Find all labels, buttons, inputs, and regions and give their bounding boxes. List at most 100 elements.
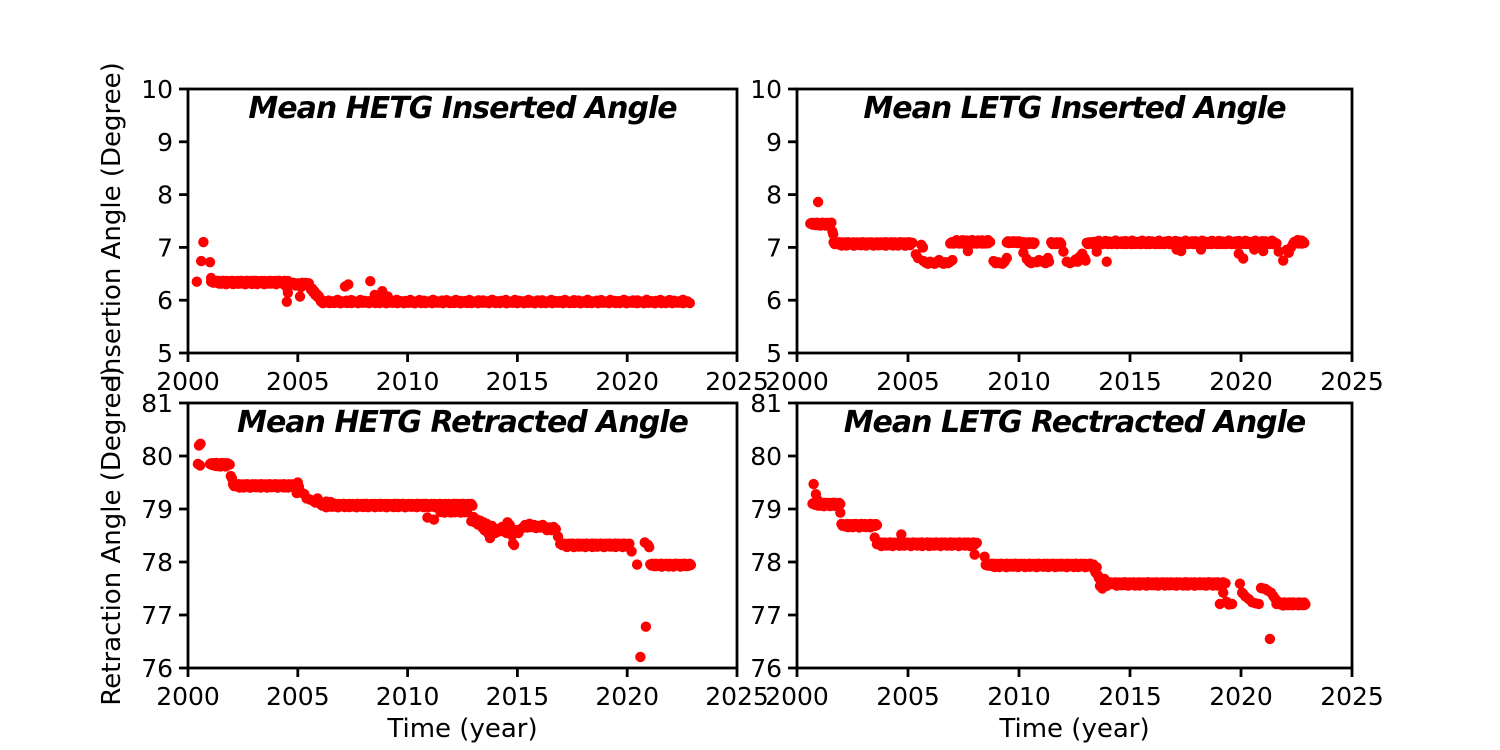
data-point <box>281 296 292 307</box>
y-tick-label: 9 <box>766 128 782 157</box>
data-point <box>282 287 294 298</box>
y-tick-label: 80 <box>750 442 782 471</box>
y-tick-label: 78 <box>750 548 782 577</box>
data-point <box>382 291 393 302</box>
y-tick-label: 5 <box>766 339 782 368</box>
data-point <box>1266 235 1278 246</box>
data-point <box>1001 252 1012 264</box>
data-point <box>812 196 824 208</box>
x-tick-label: 2005 <box>876 682 940 711</box>
y-tick-label: 79 <box>750 495 782 524</box>
x-tick-label: 2010 <box>376 367 440 396</box>
panel-letg-retracted: 2000 2005 2010 2015 2020 2025 76 77 78 79 80 81 <box>750 389 1384 711</box>
data-point <box>979 551 990 562</box>
y-tick-label: 9 <box>157 128 173 157</box>
data-point <box>365 276 376 287</box>
data-point <box>1043 256 1055 267</box>
data-point <box>1234 578 1246 589</box>
y-tick-label: 6 <box>157 286 173 315</box>
data-point <box>294 291 306 302</box>
y-tick-label: 81 <box>750 389 782 418</box>
data-point <box>428 514 440 525</box>
data-point <box>194 460 206 471</box>
x-tick-label: 2015 <box>1098 682 1162 711</box>
data-point <box>917 242 929 253</box>
y-tick-label: 79 <box>141 495 173 524</box>
x-tick-label: 2025 <box>705 367 769 396</box>
data-point <box>1298 236 1309 248</box>
x-axis-label-time-left: Time (year) <box>387 714 538 744</box>
data-point <box>196 255 207 267</box>
panel-letg-inserted: 2000 2005 2010 2015 2020 2025 5 6 7 8 9 10 <box>750 75 1384 396</box>
data-point <box>343 279 354 290</box>
data-point <box>1300 599 1311 610</box>
data-point <box>905 239 916 251</box>
x-tick-label: 2020 <box>595 367 659 396</box>
y-tick-label: 76 <box>141 654 173 683</box>
data-point <box>1175 245 1187 257</box>
data-point <box>969 549 980 560</box>
data-point <box>1249 244 1260 255</box>
data-point <box>962 245 974 257</box>
data-point <box>1238 253 1249 264</box>
data-point <box>969 539 980 550</box>
data-point <box>835 507 846 518</box>
y-tick-label: 7 <box>766 233 782 262</box>
data-point <box>1091 246 1102 257</box>
data-point <box>1285 242 1297 253</box>
y-tick-label: 7 <box>157 233 173 262</box>
data-point <box>1195 244 1207 255</box>
y-tick-label: 5 <box>157 339 173 368</box>
data-point <box>1091 562 1102 573</box>
data-point <box>1029 237 1040 248</box>
y-tick-label: 8 <box>157 181 173 210</box>
data-point <box>1102 579 1114 590</box>
data-point <box>195 438 206 449</box>
data-point <box>869 532 880 543</box>
data-point <box>1272 596 1283 607</box>
data-point <box>1278 255 1289 266</box>
data-point <box>325 496 336 508</box>
x-tick-label: 2020 <box>1209 367 1273 396</box>
y-tick-label: 10 <box>750 75 782 104</box>
plot-border <box>186 401 739 670</box>
x-tick-label: 2025 <box>1320 367 1384 396</box>
data-point <box>448 503 459 515</box>
data-point <box>316 295 328 306</box>
data-point <box>222 459 233 470</box>
x-tick-label: 2010 <box>376 682 440 711</box>
data-point <box>635 651 646 663</box>
data-point <box>1273 246 1284 257</box>
y-tick-label: 76 <box>750 654 782 683</box>
x-tick-label: 2025 <box>705 682 769 711</box>
y-tick-label: 77 <box>141 601 173 630</box>
data-point <box>191 276 202 287</box>
x-tick-label: 2015 <box>486 682 550 711</box>
data-point <box>1101 256 1112 267</box>
y-tick-label: 10 <box>141 75 173 104</box>
x-tick-label: 2000 <box>156 367 220 396</box>
x-tick-label: 2015 <box>486 367 550 396</box>
y-tick-label: 80 <box>141 442 173 471</box>
data-point <box>808 478 819 490</box>
y-axis-label-retraction: Retraction Angle (Degree) <box>97 366 127 706</box>
x-tick-label: 2020 <box>1209 682 1273 711</box>
x-axis-label-time-right: Time (year) <box>999 714 1150 744</box>
data-point <box>631 559 643 570</box>
data-point <box>640 621 652 632</box>
x-tick-label: 2000 <box>156 682 220 711</box>
y-tick-label: 78 <box>141 548 173 577</box>
data-point <box>1216 578 1228 590</box>
data-point <box>1253 598 1265 610</box>
scatter-series <box>192 438 697 663</box>
data-point <box>812 495 824 506</box>
data-point <box>947 254 958 266</box>
data-point <box>869 520 880 532</box>
data-point <box>1058 246 1069 257</box>
plot-border <box>795 87 1354 355</box>
data-point <box>1218 587 1229 598</box>
data-point <box>828 229 839 240</box>
plot-border <box>795 401 1354 670</box>
